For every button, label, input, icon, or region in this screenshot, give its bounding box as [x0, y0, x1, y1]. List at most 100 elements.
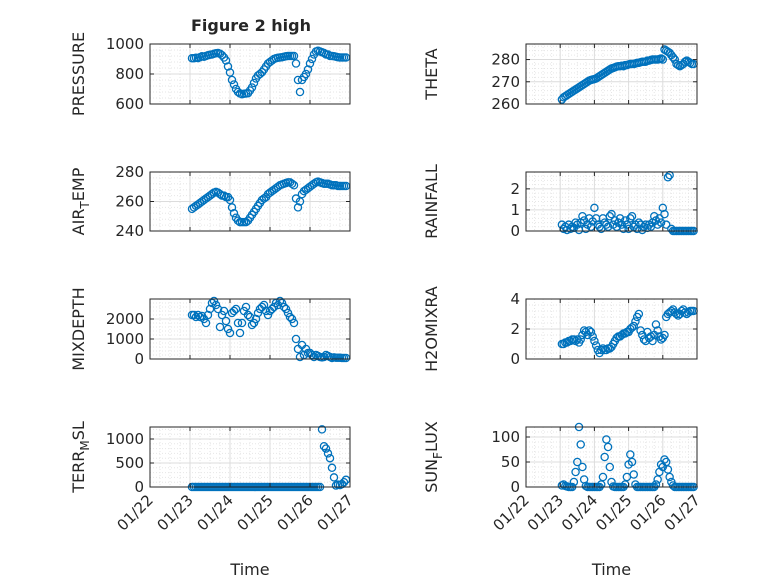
data-point	[287, 179, 297, 189]
data-point	[221, 316, 231, 326]
data-point	[211, 300, 221, 310]
data-point	[223, 324, 233, 334]
data-series	[187, 46, 351, 99]
data-point	[626, 450, 635, 459]
y-axis-label-subscript: T	[78, 201, 92, 210]
data-series	[557, 305, 698, 358]
y-axis-label-tail: EMP	[69, 167, 88, 201]
y-tick-label: 1000	[106, 430, 144, 448]
y-tick-label: 500	[115, 454, 144, 472]
y-axis-label: PRESSURE	[69, 32, 88, 116]
data-series	[187, 296, 351, 363]
data-point	[235, 328, 245, 338]
data-point	[275, 296, 285, 306]
data-point	[651, 320, 661, 329]
data-point	[219, 191, 229, 200]
data-point	[648, 336, 657, 346]
data-point	[217, 51, 227, 60]
data-point	[291, 59, 301, 68]
data-point	[289, 181, 299, 190]
y-axis-label: SUNFLUX	[422, 421, 445, 493]
subplot-1: 600 800 1000 PRESSURE	[69, 32, 351, 116]
y-axis-label-main: AIR	[69, 209, 88, 236]
axes-box	[149, 426, 351, 488]
y-axis-label-tail: SL	[69, 421, 88, 440]
y-axis-label-main: PRESSURE	[69, 32, 88, 116]
data-point	[293, 203, 303, 212]
data-point	[655, 214, 664, 223]
data-point	[329, 473, 339, 482]
data-point	[620, 216, 630, 225]
data-point	[319, 352, 329, 362]
y-axis-label-main: RAINFALL	[422, 164, 441, 239]
data-point	[629, 321, 638, 331]
data-point	[588, 332, 597, 341]
data-point	[225, 328, 235, 338]
y-tick-label: 260	[115, 193, 144, 211]
data-point	[571, 467, 580, 477]
data-point	[656, 54, 666, 63]
y-tick-label: 240	[115, 222, 144, 240]
data-point	[590, 336, 599, 346]
data-point	[231, 304, 241, 314]
y-axis-label: TERRMSL	[69, 421, 92, 494]
data-point	[602, 435, 611, 444]
data-point	[639, 335, 649, 344]
subplot-5: 0 1000 2000 MIXDEPTH	[69, 287, 351, 371]
y-tick-label: 50	[501, 453, 520, 471]
y-tick-label: 2000	[106, 310, 144, 328]
data-point	[663, 173, 673, 182]
data-point	[229, 209, 239, 218]
data-point	[267, 304, 277, 314]
data-point	[249, 318, 259, 328]
axes-box	[525, 426, 698, 488]
y-axis-label-main: THETA	[422, 48, 441, 100]
data-series	[557, 45, 698, 104]
figure-title: Figure 2 high	[191, 16, 311, 35]
data-point	[627, 211, 637, 221]
data-point	[603, 442, 613, 452]
data-point	[651, 480, 661, 489]
data-point	[596, 480, 606, 489]
x-axis-label: Time	[591, 560, 631, 579]
data-point	[289, 318, 299, 328]
data-point	[590, 203, 599, 213]
y-axis-label-subscript: M	[78, 440, 92, 450]
y-axis-label: MIXDEPTH	[69, 287, 88, 370]
data-point	[586, 327, 596, 337]
data-point	[241, 302, 251, 312]
y-tick-label: 0	[510, 350, 520, 368]
data-point	[650, 211, 659, 221]
data-point	[225, 195, 235, 205]
data-point	[668, 53, 678, 62]
data-point	[237, 318, 247, 328]
y-tick-label: 0	[510, 478, 520, 496]
data-point	[634, 309, 644, 319]
y-tick-label: 1000	[106, 35, 144, 53]
data-point	[581, 224, 591, 234]
data-point	[325, 453, 335, 463]
data-point	[279, 302, 289, 312]
y-axis-label-tail: LUX	[422, 421, 441, 452]
y-axis-label: H2OMIXRA	[422, 286, 441, 372]
y-tick-label: 1	[510, 201, 520, 219]
y-axis-label: RAINFALL	[422, 164, 441, 239]
y-axis-label-main: SUN	[422, 459, 441, 493]
y-axis-label-main: TERR	[69, 451, 88, 494]
data-point	[653, 475, 662, 484]
data-point	[193, 310, 203, 320]
data-point	[319, 441, 329, 451]
data-point	[249, 78, 259, 88]
y-tick-label: 280	[115, 163, 144, 181]
y-tick-label: 0	[134, 350, 144, 368]
data-point	[658, 55, 668, 64]
data-point	[269, 302, 279, 312]
data-point	[663, 465, 673, 474]
data-point	[660, 209, 669, 219]
data-point	[603, 222, 613, 232]
data-point	[571, 218, 580, 227]
data-point	[339, 477, 349, 487]
y-tick-label: 800	[115, 65, 144, 83]
data-point	[247, 320, 257, 330]
